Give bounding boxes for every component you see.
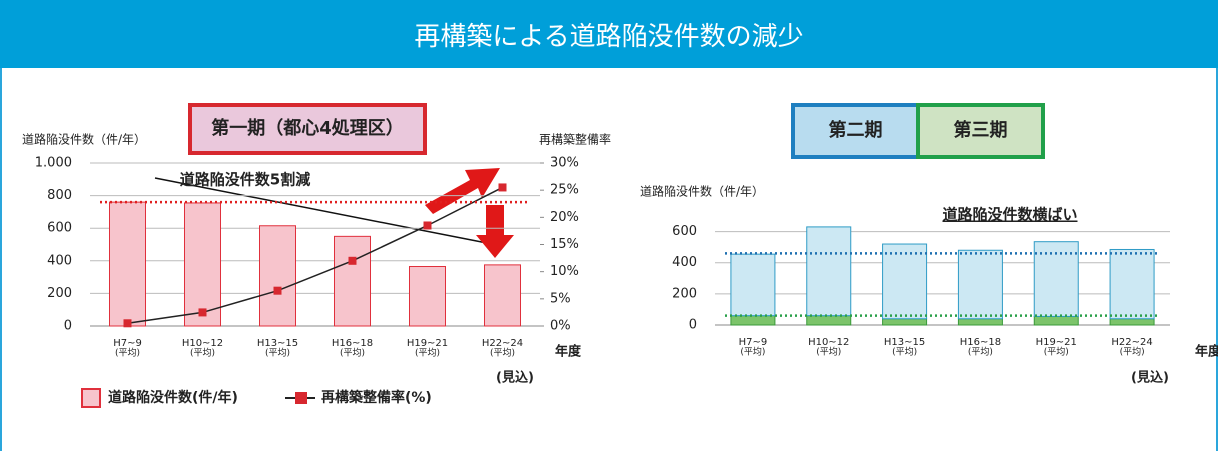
x-tick-sublabel: (平均) bbox=[190, 347, 215, 359]
x-axis-label: 年度 bbox=[555, 344, 582, 360]
bar-segment bbox=[730, 253, 776, 317]
title-box-text: 第二期 bbox=[829, 119, 883, 141]
frame bbox=[0, 68, 1218, 451]
header-title: 再構築による道路陥没件数の減少 bbox=[0, 0, 1218, 68]
legend-swatch bbox=[81, 388, 101, 408]
trend-line bbox=[154, 177, 498, 246]
bar-segment bbox=[882, 318, 928, 326]
x-tick-sublabel: (平均) bbox=[892, 346, 917, 358]
up-arrow bbox=[425, 168, 500, 214]
down-arrow bbox=[476, 205, 514, 258]
bar bbox=[484, 264, 521, 327]
y2-tick-label: 5% bbox=[550, 291, 571, 306]
x-tick-label: H13~15 bbox=[257, 338, 298, 349]
title-box bbox=[916, 103, 1045, 159]
x-tick-label: H19~21 bbox=[1036, 337, 1077, 348]
bar bbox=[184, 202, 221, 327]
x-tick-label: H7~9 bbox=[739, 337, 768, 348]
y-tick-label: 400 bbox=[672, 255, 697, 270]
x-tick-label: H22~24 bbox=[1111, 337, 1152, 348]
x-tick-label: H16~18 bbox=[332, 338, 373, 349]
line-marker bbox=[273, 286, 282, 295]
legend-label: 道路陥没件数(件/年) bbox=[108, 389, 238, 406]
legend-label: 再構築整備率(%) bbox=[321, 389, 432, 406]
x-tick-label: H16~18 bbox=[960, 337, 1001, 348]
y2-tick-label: 30% bbox=[550, 156, 579, 171]
y2-tick-label: 10% bbox=[550, 264, 579, 279]
line-series bbox=[127, 186, 503, 325]
x-tick-sublabel: (平均) bbox=[340, 347, 365, 359]
x-tick-sublabel: (平均) bbox=[490, 347, 515, 359]
x-tick-sublabel: (平均) bbox=[1044, 346, 1069, 358]
legend-marker bbox=[295, 392, 307, 404]
bar-segment bbox=[806, 226, 852, 317]
x-tick-sublabel: (平均) bbox=[1120, 346, 1145, 358]
x-tick-sublabel: (平均) bbox=[816, 346, 841, 358]
y-tick-label: 400 bbox=[47, 253, 72, 268]
y-tick-label: 200 bbox=[47, 286, 72, 301]
x-tick-sublabel: (平均) bbox=[968, 346, 993, 358]
bar-segment bbox=[957, 249, 1003, 320]
title-box bbox=[188, 103, 427, 155]
y2-tick-label: 25% bbox=[550, 183, 579, 198]
y-tick-label: 0 bbox=[64, 319, 72, 334]
y-tick-label: 600 bbox=[672, 224, 697, 239]
bar-segment bbox=[806, 315, 852, 326]
x-tick-label: H13~15 bbox=[884, 337, 925, 348]
bar bbox=[334, 235, 371, 327]
x-tick-label: H10~12 bbox=[182, 338, 223, 349]
bar bbox=[409, 266, 446, 327]
bar-segment bbox=[1109, 248, 1155, 320]
x-axis-label: 年度 bbox=[1195, 344, 1218, 360]
x-tick-sublabel: (平均) bbox=[265, 347, 290, 359]
line-marker bbox=[423, 221, 432, 230]
line-marker bbox=[498, 183, 507, 192]
annotation: (見込) bbox=[496, 370, 534, 386]
y-axis-label: 道路陥没件数（件/年） bbox=[22, 132, 146, 147]
bar-segment bbox=[1109, 318, 1155, 326]
annotation: (見込) bbox=[1131, 370, 1169, 386]
line-marker bbox=[198, 308, 207, 317]
bar-segment bbox=[957, 318, 1003, 326]
y2-tick-label: 0% bbox=[550, 319, 571, 334]
bar-segment bbox=[1033, 315, 1079, 326]
x-tick-label: H7~9 bbox=[113, 338, 142, 349]
annotation: 道路陥没件数横ばい bbox=[942, 206, 1077, 224]
y-tick-label: 1.000 bbox=[35, 156, 72, 171]
y2-axis-label: 再構築整備率 bbox=[539, 132, 611, 147]
y-tick-label: 200 bbox=[672, 286, 697, 301]
x-tick-label: H10~12 bbox=[808, 337, 849, 348]
x-tick-sublabel: (平均) bbox=[115, 347, 140, 359]
y2-tick-label: 20% bbox=[550, 210, 579, 225]
x-tick-sublabel: (平均) bbox=[740, 346, 765, 358]
line-marker bbox=[348, 256, 357, 265]
bar-segment bbox=[730, 315, 776, 326]
x-tick-label: H19~21 bbox=[407, 338, 448, 349]
annotation: 道路陥没件数5割減 bbox=[180, 171, 310, 189]
bar bbox=[259, 225, 296, 327]
y-axis-label: 道路陥没件数（件/年） bbox=[640, 184, 764, 199]
bar bbox=[109, 201, 146, 327]
y2-tick-label: 15% bbox=[550, 237, 579, 252]
y-tick-label: 600 bbox=[47, 221, 72, 236]
title-box bbox=[791, 103, 920, 159]
bar-segment bbox=[882, 243, 928, 320]
title-box-text: 第一期（都心4処理区） bbox=[211, 117, 404, 139]
y-tick-label: 0 bbox=[689, 318, 697, 333]
title-box-text: 第三期 bbox=[954, 119, 1008, 141]
x-tick-sublabel: (平均) bbox=[415, 347, 440, 359]
line-marker bbox=[123, 319, 132, 328]
x-tick-label: H22~24 bbox=[482, 338, 523, 349]
y-tick-label: 800 bbox=[47, 188, 72, 203]
